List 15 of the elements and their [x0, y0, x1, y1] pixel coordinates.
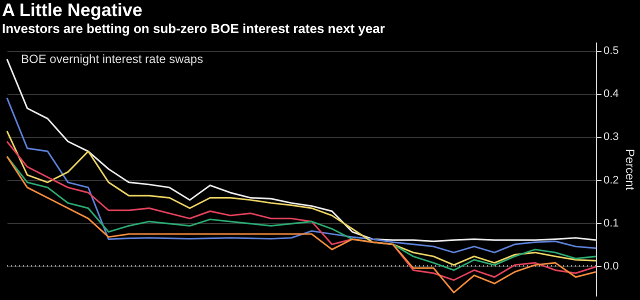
chart-subtitle: Investors are betting on sub-zero BOE interest rates next year [2, 21, 385, 36]
line-series [6, 156, 597, 271]
annotation: BOE overnight interest rate swaps [21, 52, 204, 66]
line-series [6, 130, 597, 266]
y-tick-label: 0.2 [604, 174, 619, 186]
y-tick-label: 0.4 [604, 88, 619, 100]
y-tick-label: 0.0 [604, 260, 619, 272]
line-series [6, 156, 597, 294]
y-axis-title: Percent [622, 148, 637, 191]
line-series [6, 140, 597, 281]
y-tick-label: 0.1 [604, 217, 619, 230]
y-tick-label: 0.5 [604, 45, 619, 58]
line-series [6, 97, 597, 254]
y-tick-label: 0.3 [604, 131, 619, 144]
chart-title: A Little Negative [2, 0, 142, 20]
